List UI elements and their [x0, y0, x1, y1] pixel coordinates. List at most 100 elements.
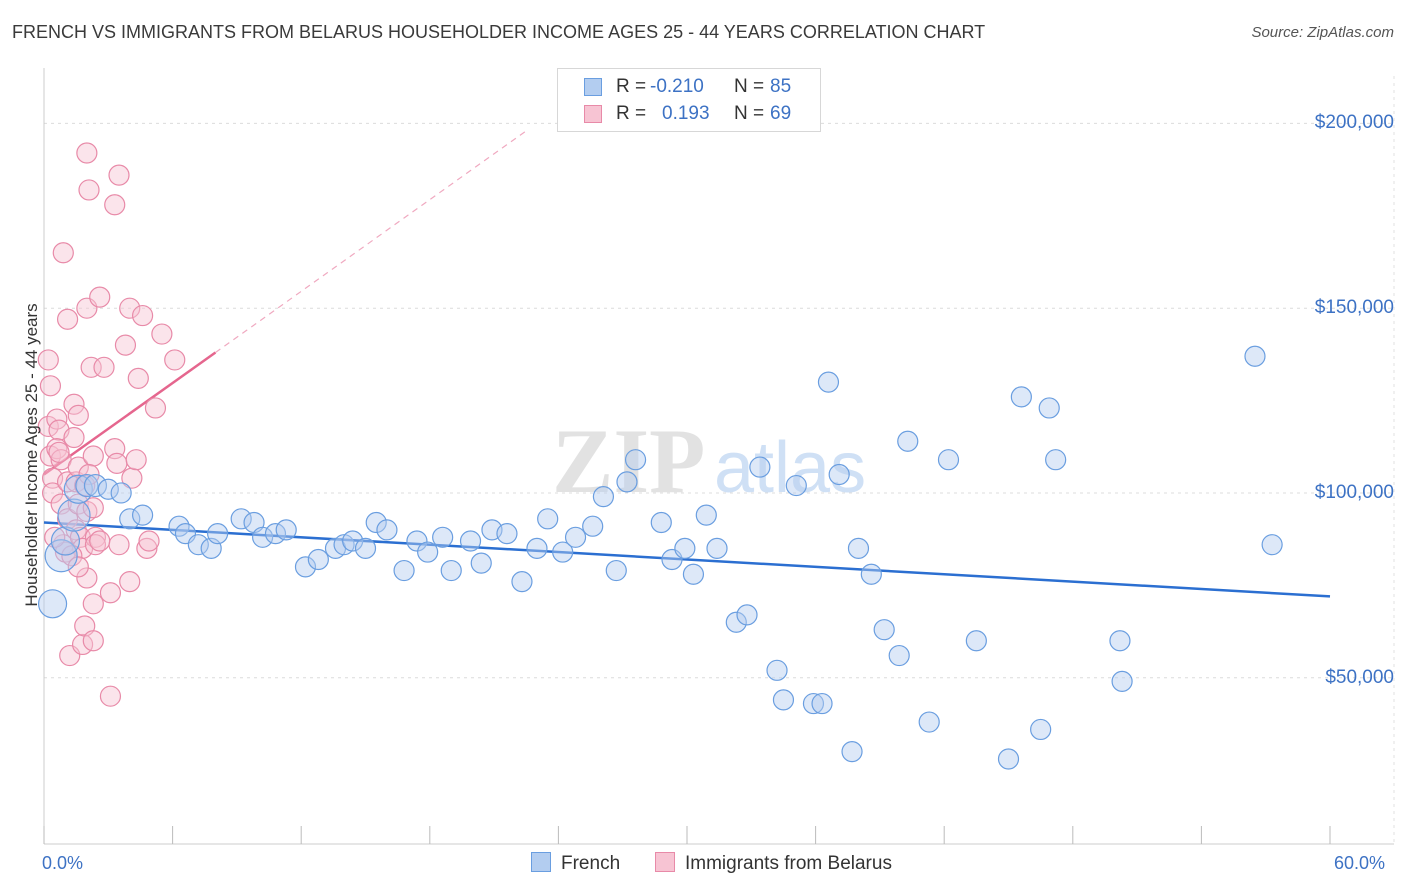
y-tick-label: $100,000 — [1314, 481, 1394, 503]
point-french — [582, 515, 604, 537]
legend-label-belarus: Immigrants from Belarus — [685, 853, 892, 874]
point-belarus — [127, 367, 149, 389]
point-french — [888, 644, 910, 667]
y-axis-label: Householder Income Ages 25 - 44 years — [22, 303, 41, 607]
bottom-legend-belarus[interactable]: Immigrants from Belarus — [655, 852, 892, 875]
point-french — [965, 630, 987, 652]
point-french — [811, 692, 833, 715]
point-french — [354, 537, 377, 559]
point-french — [873, 619, 895, 641]
point-french — [997, 748, 1020, 770]
point-french — [592, 486, 615, 508]
point-french — [110, 482, 132, 504]
point-belarus — [76, 567, 98, 589]
source-label: Source: ZipAtlas.com — [1251, 24, 1394, 41]
point-belarus — [76, 500, 98, 523]
point-french — [342, 530, 364, 552]
point-french — [1111, 670, 1133, 693]
point-french — [470, 552, 492, 574]
point-belarus — [125, 449, 147, 471]
point-french — [1038, 397, 1060, 419]
point-belarus — [41, 482, 64, 504]
point-belarus — [44, 526, 66, 548]
legend-swatch-belarus — [655, 852, 675, 872]
bottom-legend-french[interactable]: French — [531, 852, 620, 875]
point-belarus — [82, 445, 104, 467]
point-french — [526, 537, 548, 559]
point-belarus — [56, 308, 79, 330]
point-french — [440, 559, 462, 582]
point-belarus — [131, 304, 154, 327]
point-french — [393, 559, 415, 582]
point-belarus — [54, 541, 77, 563]
watermark-zip: ZIP — [552, 410, 705, 512]
point-belarus — [67, 456, 89, 478]
point-belarus — [99, 685, 122, 707]
chart-title: FRENCH VS IMMIGRANTS FROM BELARUS HOUSEH… — [12, 22, 986, 42]
point-french — [37, 589, 68, 619]
watermark: ZIP atlas — [552, 410, 866, 512]
n-label: N = — [734, 103, 765, 124]
point-french — [537, 508, 559, 530]
point-belarus — [82, 593, 104, 615]
n-value: 69 — [770, 103, 792, 124]
r-label: R = — [616, 76, 647, 97]
point-french — [131, 504, 154, 526]
point-french — [766, 659, 788, 681]
point-french — [918, 711, 940, 733]
point-belarus — [82, 630, 104, 652]
point-french — [725, 611, 747, 633]
point-belarus — [76, 142, 98, 164]
point-belarus — [52, 242, 74, 264]
point-french — [275, 519, 297, 541]
point-belarus — [108, 164, 130, 186]
point-french — [294, 556, 317, 578]
point-french — [564, 526, 587, 548]
point-belarus — [63, 393, 85, 415]
point-french — [841, 741, 863, 763]
x-tick-label-max: 60.0% — [1334, 853, 1386, 873]
point-belarus — [136, 537, 158, 559]
point-french — [50, 526, 81, 556]
point-belarus — [48, 441, 70, 463]
point-french — [624, 449, 647, 471]
point-french — [83, 473, 108, 498]
legend-label-french: French — [561, 853, 621, 874]
point-french — [432, 526, 454, 548]
watermark-atlas: atlas — [714, 428, 866, 508]
legend-row-french: R = -0.210 N = 85 — [558, 74, 820, 100]
point-french — [605, 559, 627, 582]
point-belarus — [138, 530, 160, 552]
point-french — [365, 511, 387, 534]
point-french — [75, 473, 99, 498]
point-french — [1030, 718, 1052, 741]
point-belarus — [46, 438, 68, 460]
r-label: R = — [616, 103, 647, 124]
r-value: -0.210 — [650, 76, 704, 97]
trend-extension — [215, 130, 527, 354]
point-french — [695, 504, 717, 526]
point-french — [207, 522, 229, 545]
trend-lines — [43, 130, 1331, 598]
point-french — [552, 541, 574, 563]
point-french — [406, 530, 428, 552]
point-belarus — [106, 452, 128, 474]
point-french — [817, 371, 840, 393]
point-belarus — [151, 323, 173, 345]
point-french — [307, 548, 329, 571]
point-belarus — [67, 556, 89, 578]
point-french — [749, 456, 771, 478]
y-tick-label: $200,000 — [1314, 112, 1394, 134]
point-french — [119, 508, 141, 530]
r-value: 0.193 — [662, 103, 710, 124]
point-french — [828, 463, 850, 486]
point-belarus — [63, 426, 85, 449]
point-belarus — [67, 404, 89, 426]
x-tick-label-min: 0.0% — [42, 853, 84, 873]
y-tick-label: $150,000 — [1314, 297, 1394, 319]
point-belarus — [82, 497, 104, 519]
point-french — [187, 534, 209, 556]
point-belarus — [114, 334, 137, 356]
legend-row-belarus: R = 0.193 N = 69 — [558, 101, 820, 127]
